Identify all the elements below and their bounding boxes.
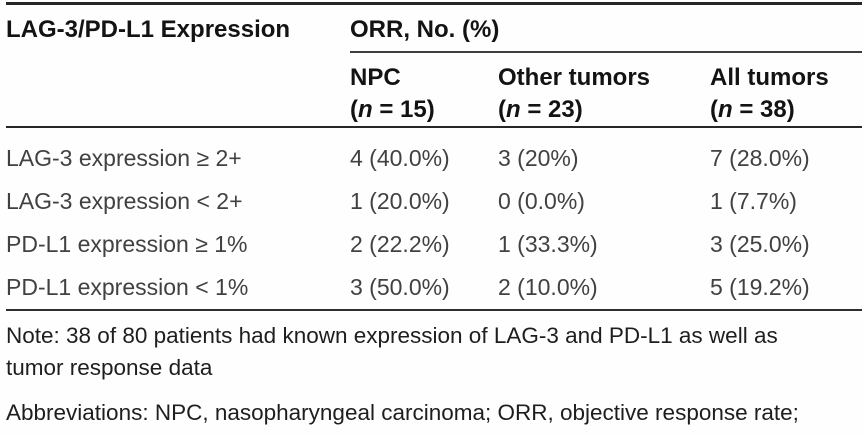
- cell-all-tumors: 7 (28.0%): [710, 145, 810, 171]
- abbreviation-line: Abbreviations: NPC, nasopharyngeal carci…: [6, 400, 799, 425]
- table-body: LAG-3 expression ≥ 2+ 4 (40.0%) 3 (20%) …: [6, 137, 862, 309]
- table-top-border: [6, 2, 862, 5]
- note-line: Note: 38 of 80 patients had known expres…: [6, 323, 778, 348]
- column-label: All tumors: [710, 64, 829, 91]
- body-footer-divider: [6, 309, 862, 311]
- cell-npc: 3 (50.0%): [350, 274, 450, 300]
- row-header-label: LAG-3/PD-L1 Expression: [6, 16, 291, 43]
- column-header-all-tumors: All tumors (n = 38): [710, 62, 862, 126]
- note-line: tumor response data: [6, 355, 213, 380]
- group-header-orr: ORR, No. (%): [350, 5, 862, 53]
- table-abbreviations: Abbreviations: NPC, nasopharyngeal carci…: [6, 397, 862, 436]
- subheader-row: NPC (n = 15) Other tumors (n = 23) All t…: [350, 53, 862, 126]
- table-row: PD-L1 expression < 1% 3 (50.0%) 2 (10.0%…: [6, 266, 862, 309]
- cell-other-tumors: 1 (33.3%): [498, 231, 598, 257]
- cell-all-tumors: 5 (19.2%): [710, 274, 810, 300]
- cell-npc: 4 (40.0%): [350, 145, 450, 171]
- header-body-divider: [6, 126, 862, 128]
- abbreviation-line: LAG-3, lymphocyte-activation gene 3: [6, 429, 862, 436]
- cell-all-tumors: 3 (25.0%): [710, 231, 810, 257]
- table-note: Note: 38 of 80 patients had known expres…: [6, 320, 862, 384]
- cell-npc: 2 (22.2%): [350, 231, 450, 257]
- table-row: LAG-3 expression < 2+ 1 (20.0%) 0 (0.0%)…: [6, 180, 862, 223]
- row-label: PD-L1 expression < 1%: [6, 274, 249, 300]
- column-n-count: (n = 23): [498, 96, 583, 123]
- cell-other-tumors: 2 (10.0%): [498, 274, 598, 300]
- column-header-npc: NPC (n = 15): [350, 62, 498, 126]
- column-label: NPC: [350, 64, 401, 91]
- table-row: PD-L1 expression ≥ 1% 2 (22.2%) 1 (33.3%…: [6, 223, 862, 266]
- table-row: LAG-3 expression ≥ 2+ 4 (40.0%) 3 (20%) …: [6, 137, 862, 180]
- cell-other-tumors: 3 (20%): [498, 145, 579, 171]
- column-group: ORR, No. (%) NPC (n = 15) Other tumors (…: [350, 5, 862, 126]
- row-label: PD-L1 expression ≥ 1%: [6, 231, 248, 257]
- row-label: LAG-3 expression ≥ 2+: [6, 145, 242, 171]
- row-label: LAG-3 expression < 2+: [6, 188, 243, 214]
- cell-other-tumors: 0 (0.0%): [498, 188, 585, 214]
- column-n-count: (n = 38): [710, 96, 795, 123]
- cell-npc: 1 (20.0%): [350, 188, 450, 214]
- column-n-count: (n = 15): [350, 96, 435, 123]
- column-header-other-tumors: Other tumors (n = 23): [498, 62, 710, 126]
- cell-all-tumors: 1 (7.7%): [710, 188, 797, 214]
- column-label: Other tumors: [498, 64, 651, 91]
- table-header: LAG-3/PD-L1 Expression ORR, No. (%) NPC …: [6, 5, 862, 126]
